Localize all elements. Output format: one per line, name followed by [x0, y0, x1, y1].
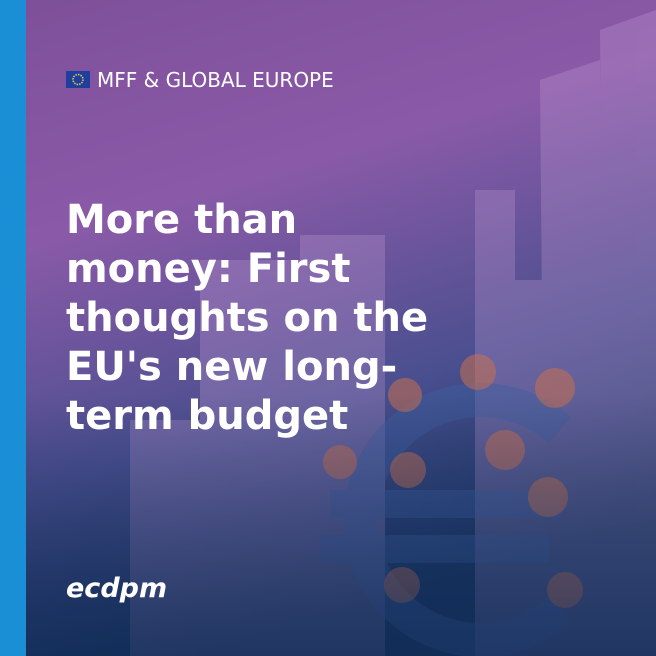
eu-flag	[66, 71, 90, 88]
logo: ecdpm	[66, 573, 167, 604]
side-bar	[0, 0, 26, 656]
category-tag: MFF & GLOBAL EUROPE	[97, 68, 334, 92]
title-line: thoughts on the	[66, 295, 428, 341]
title-line: term budget	[66, 393, 348, 439]
title-line: money: First	[66, 246, 350, 292]
title-line: More than	[66, 197, 297, 243]
title-line: EU's new long-	[66, 344, 397, 390]
